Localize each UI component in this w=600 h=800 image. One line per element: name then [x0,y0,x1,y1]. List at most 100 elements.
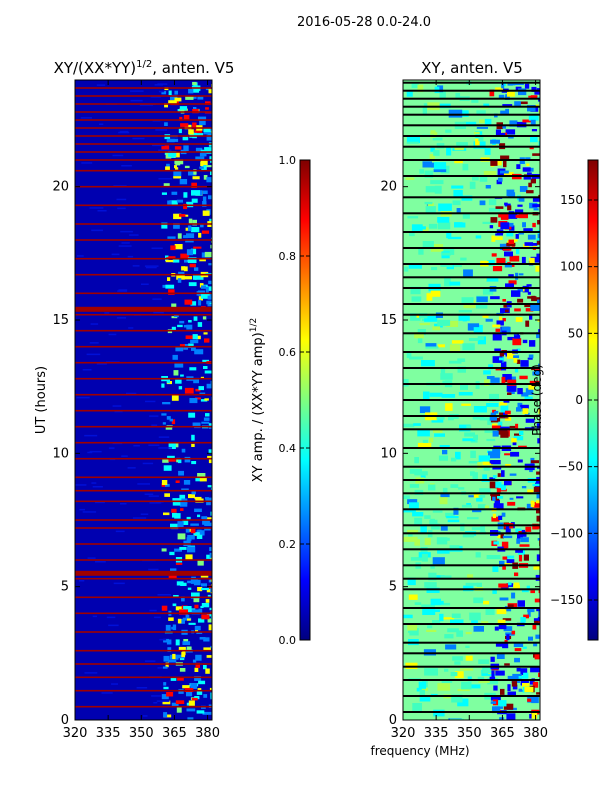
phase-speckle [500,133,506,136]
amplitude-speckle [188,320,192,323]
flagged-row [403,492,540,495]
phase-speckle [424,538,431,546]
phase-speckle [501,484,506,491]
phase-speckle [430,147,435,152]
flagged-row [75,409,212,412]
amplitude-speckle [184,299,193,305]
phase-speckle [446,265,454,270]
amplitude-speckle [198,386,204,391]
colorbar-tick-label: 1.0 [279,154,297,167]
phase-speckle [434,185,442,194]
phase-speckle [422,107,427,115]
flagged-row [75,257,212,260]
phase-speckle [422,161,432,168]
x-tick-label: 365 [162,726,187,741]
phase-speckle [473,131,480,135]
amplitude-speckle [202,518,210,525]
amplitude-speckle [130,99,143,102]
amplitude-speckle [164,103,168,108]
amplitude-speckle [206,655,212,658]
amplitude-colorbar-ticks: 0.0 0.2 0.4 0.6 0.8 1.0 [279,154,310,647]
amplitude-speckle [156,700,170,702]
amplitude-speckle [202,711,212,715]
amplitude-speckle [175,379,182,384]
y-tick-label: 15 [52,313,69,328]
phase-speckle [446,320,459,327]
phase-speckle [489,89,495,97]
phase-speckle [503,626,513,632]
phase-speckle [524,242,534,246]
amplitude-speckle [209,128,212,131]
amplitude-speckle [106,616,116,619]
amplitude-speckle [211,581,212,588]
flagged-row [403,105,540,108]
amplitude-speckle [210,692,212,698]
amplitude-speckle [182,136,189,141]
amplitude-speckle [185,335,194,339]
phase-speckle [481,621,489,624]
phase-speckle [419,688,429,691]
phase-speckle [536,607,540,612]
amplitude-speckle [96,363,107,365]
amplitude-speckle [177,278,182,283]
phase-speckle [430,598,441,606]
phase-speckle [530,119,536,126]
phase-speckle [525,388,534,395]
phase-speckle [506,385,517,392]
amplitude-speckle [159,638,167,641]
amplitude-speckle [208,624,212,631]
phase-speckle [418,681,426,689]
phase-speckle [507,91,515,97]
flagged-row [75,596,212,599]
phase-speckle [488,207,501,212]
amplitude-speckle [186,516,191,520]
amplitude-speckle [118,289,128,291]
amplitude-panel: XY/(XX*YY)1/2, anten. V5 320 335 350 365 380… [34,59,234,741]
phase-speckle [538,524,540,529]
phase-speckle [538,589,540,594]
amplitude-speckle [199,166,204,169]
phase-speckle [515,234,519,239]
flagged-row [403,607,540,609]
flagged-row [75,649,212,652]
phase-speckle [450,619,464,624]
amplitude-speckle [179,106,188,111]
amplitude-speckle [197,587,203,592]
phase-speckle [528,383,535,390]
phase-speckle [472,510,482,513]
phase-speckle [403,536,418,542]
phase-speckle [490,493,501,497]
flagged-row [403,548,540,551]
amplitude-speckle [185,527,190,533]
flagged-row [403,81,540,84]
amplitude-speckle [89,207,104,209]
phase-speckle [520,537,529,543]
amplitude-speckle [76,396,90,399]
phase-speckle [538,141,540,147]
phase-speckle [444,634,454,639]
phase-speckle [462,532,475,538]
phase-speckle [476,296,488,303]
phase-speckle [476,110,486,115]
amplitude-speckle [203,637,210,642]
amplitude-speckle [151,424,158,426]
amplitude-speckle [79,508,85,511]
amplitude-speckle [179,502,188,507]
amplitude-speckle [161,222,168,229]
colorbar-tick-label: 0.0 [279,634,297,647]
phase-speckle [408,594,418,600]
amplitude-speckle [210,244,212,249]
amplitude-speckle [201,603,210,608]
phase-heatmap [403,80,540,720]
amplitude-speckle [132,137,145,140]
phase-speckle [518,88,527,96]
phase-xlabel: frequency (MHz) [370,744,469,758]
phase-speckle [513,355,520,358]
phase-speckle [509,225,515,231]
phase-speckle [538,98,540,102]
phase-speckle [418,226,426,230]
amplitude-speckle [188,700,195,706]
phase-speckle [496,320,504,326]
phase-speckle [505,525,510,530]
amplitude-speckle [132,517,147,519]
